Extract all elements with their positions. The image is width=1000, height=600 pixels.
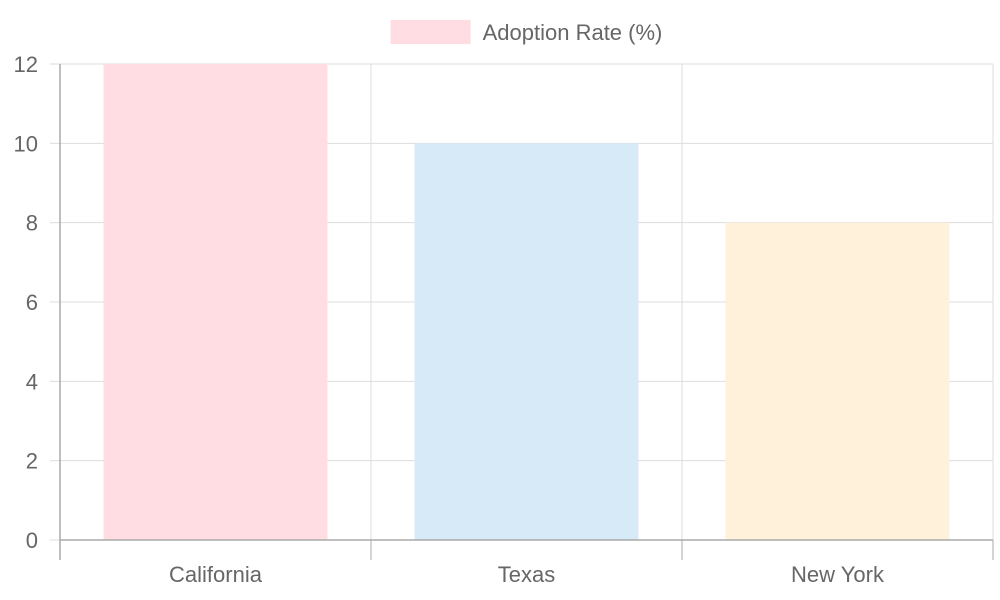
y-tick-label: 6 [26, 290, 38, 315]
y-tick-label: 2 [26, 449, 38, 474]
y-tick-label: 8 [26, 211, 38, 236]
legend-swatch [390, 20, 471, 44]
y-tick-label: 12 [14, 52, 38, 77]
bar-new-york[interactable] [725, 222, 950, 540]
x-tick-label: Texas [498, 562, 555, 587]
bars [103, 64, 950, 541]
x-axis-tick-labels: California Texas New York [169, 562, 885, 587]
y-tick-label: 4 [26, 369, 38, 394]
legend-label: Adoption Rate (%) [483, 20, 663, 45]
bar-texas[interactable] [414, 143, 639, 541]
axes [59, 64, 994, 560]
y-tick-label: 0 [26, 528, 38, 553]
bar-california[interactable] [103, 64, 328, 540]
x-tick-label: California [169, 562, 263, 587]
x-tick-label: New York [791, 562, 885, 587]
y-axis-tick-labels: 0 2 4 6 8 10 12 [14, 52, 38, 553]
y-tick-label: 10 [14, 131, 38, 156]
legend[interactable]: Adoption Rate (%) [390, 20, 663, 45]
